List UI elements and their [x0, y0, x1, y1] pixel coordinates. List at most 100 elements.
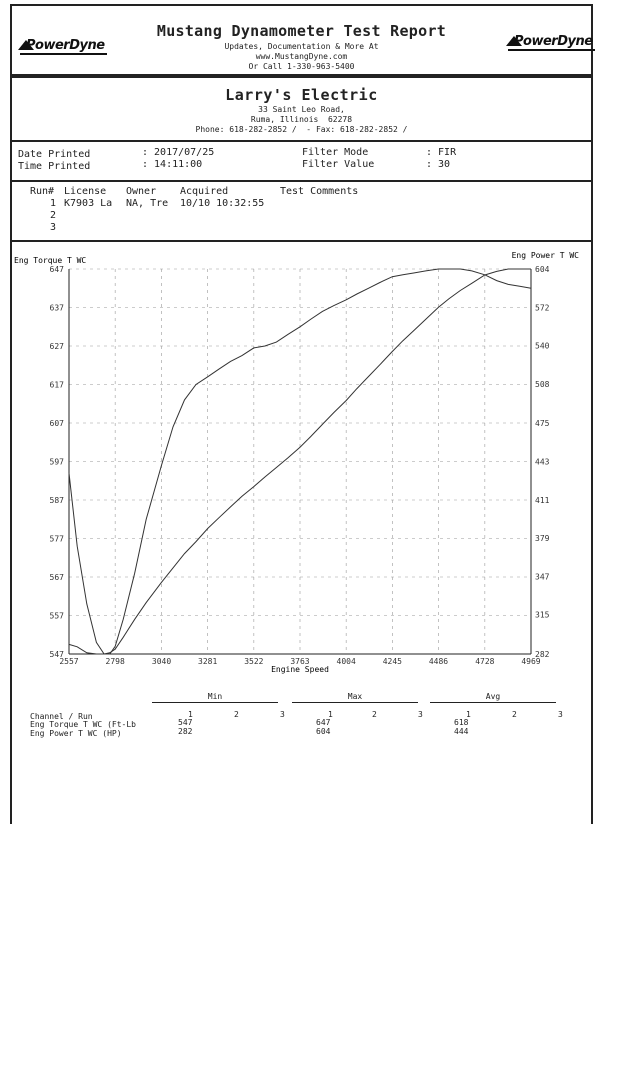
summary-row-torque-channel: Eng Torque T WC (Ft-Lb — [30, 720, 136, 729]
summary-rule-avg — [430, 702, 556, 703]
x-tick-label: 3040 — [152, 657, 171, 666]
x-tick-label: 2557 — [59, 657, 78, 666]
run-2-number: 2 — [50, 210, 57, 221]
y-tick-label-right: 347 — [535, 572, 550, 581]
y-tick-label-left: 577 — [50, 535, 65, 544]
x-tick-label: 3281 — [198, 657, 217, 666]
y-tick-label-left: 607 — [50, 419, 65, 428]
y-tick-label-left: 647 — [50, 265, 65, 274]
avg-run-1: 1 — [466, 710, 471, 719]
y-tick-label-right: 379 — [535, 534, 550, 543]
customer-name: Larry's Electric — [225, 86, 378, 104]
summary-row-torque-avg: 618 — [454, 718, 469, 727]
y-tick-label-right: 282 — [535, 650, 550, 659]
header-line-1: Updates, Documentation & More At — [224, 42, 379, 51]
runs-header-owner: Owner — [126, 186, 157, 197]
time-printed-label: Time Printed — [18, 161, 91, 172]
date-printed-value: : 2017/07/25 — [142, 147, 215, 158]
customer-address-1: 33 Saint Leo Road, — [258, 105, 345, 114]
summary-group-avg: Avg — [485, 692, 501, 701]
y-tick-label-right: 475 — [535, 419, 550, 428]
x-tick-label: 4004 — [337, 657, 356, 666]
y-tick-label-left: 557 — [50, 612, 65, 621]
summary-row-power-avg: 444 — [454, 727, 469, 736]
x-tick-label: 3763 — [290, 657, 309, 666]
runs-header-run: Run# — [30, 186, 55, 197]
summary-row-torque-min: 547 — [178, 718, 193, 727]
y-tick-label-right: 540 — [535, 342, 550, 351]
x-axis-label: Engine Speed — [271, 665, 329, 674]
header-line-2: www.MustangDyne.com — [255, 52, 348, 61]
run-1-number: 1 — [50, 198, 57, 209]
y-axis-label-right: Eng Power T WC — [512, 251, 580, 260]
logo-left: PowerDyne — [20, 38, 107, 55]
runs-header-license: License — [64, 186, 107, 197]
series-line-torque — [68, 268, 532, 655]
y-tick-label-right: 508 — [535, 380, 550, 389]
run-1-acquired: 10/10 10:32:55 — [180, 198, 265, 209]
min-run-2: 2 — [234, 710, 239, 719]
header-line-3: Or Call 1-330-963-5400 — [248, 62, 355, 71]
filter-value-value: : 30 — [426, 159, 451, 170]
summary-row-power-min: 282 — [178, 727, 193, 736]
run-1-owner: NA, Tre — [126, 198, 169, 209]
print-info-block: Date Printed : 2017/07/25 Time Printed :… — [10, 140, 593, 182]
x-tick-label: 4969 — [521, 657, 540, 666]
avg-run-2: 2 — [512, 710, 517, 719]
summary-group-max: Max — [347, 692, 363, 701]
date-printed-label: Date Printed — [18, 149, 91, 160]
y-tick-label-left: 587 — [50, 496, 65, 505]
customer-phone: Phone: 618-282-2852 / - Fax: 618-282-285… — [195, 125, 408, 134]
max-run-1: 1 — [328, 710, 333, 719]
chart-section: 2557 2798 3040 3281 3522 3763 4004 4245 4486 4728… — [10, 240, 593, 824]
y-tick-label-left: 597 — [50, 458, 65, 467]
summary-group-min: Min — [207, 692, 223, 701]
report-header: PowerDyne Mustang Dynamometer Test Repor… — [10, 4, 595, 76]
x-tick-label: 2798 — [106, 657, 125, 666]
report-title: Mustang Dynamometer Test Report — [156, 22, 447, 40]
series-line-power — [68, 268, 531, 655]
summary-rule-min — [152, 702, 278, 703]
filter-value-label: Filter Value — [302, 159, 375, 170]
runs-header-comments: Test Comments — [280, 186, 359, 197]
time-printed-value: : 14:11:00 — [142, 159, 203, 170]
y-tick-label-right: 411 — [535, 496, 550, 505]
y-tick-label-right: 604 — [535, 265, 550, 274]
dyno-chart: 2557 2798 3040 3281 3522 3763 4004 4245 4486 4728… — [14, 251, 580, 674]
avg-run-3: 3 — [558, 710, 563, 719]
runs-block: Run# License Owner Acquired Test Comment… — [10, 180, 593, 242]
y-tick-label-left: 617 — [50, 381, 65, 390]
customer-block: Larry's Electric 33 Saint Leo Road, Ruma… — [10, 76, 593, 142]
summary-row-torque-max: 647 — [316, 718, 331, 727]
x-tick-label: 3522 — [244, 657, 263, 666]
min-run-1: 1 — [188, 710, 193, 719]
x-tick-label: 4728 — [475, 657, 494, 666]
run-3-number: 3 — [50, 222, 57, 233]
y-tick-label-left: 627 — [50, 342, 65, 351]
x-tick-label: 4245 — [383, 657, 402, 666]
y-tick-label-right: 315 — [535, 611, 550, 620]
summary-rule-max — [292, 702, 418, 703]
powerdyne-logo-right-icon — [506, 36, 522, 46]
summary-row-power-channel: Eng Power T WC (HP) — [30, 729, 122, 738]
max-run-3: 3 — [418, 710, 423, 719]
logo-right: PowerDyne — [508, 34, 595, 51]
max-run-2: 2 — [372, 710, 377, 719]
run-1-license: K7903 La — [64, 198, 113, 209]
powerdyne-logo-left-icon — [18, 40, 34, 50]
filter-mode-label: Filter Mode — [302, 147, 369, 158]
y-tick-label-left: 567 — [50, 573, 65, 582]
min-run-3: 3 — [280, 710, 285, 719]
y-tick-label-left: 547 — [50, 650, 65, 659]
summary-row-power-max: 604 — [316, 727, 331, 736]
y-tick-label-right: 443 — [535, 458, 550, 467]
customer-address-2: Ruma, Illinois 62278 — [250, 115, 353, 124]
summary-table: Min Max Avg Channel / Run 1 2 3 1 2 3 1 … — [12, 688, 591, 748]
y-tick-label-left: 637 — [50, 304, 65, 313]
summary-channel-header: Channel / Run — [30, 712, 93, 721]
runs-header-acquired: Acquired — [180, 186, 229, 197]
x-tick-label: 4486 — [429, 657, 448, 666]
y-axis-label-left: Eng Torque T WC — [14, 256, 86, 265]
filter-mode-value: : FIR — [426, 147, 457, 158]
y-tick-label-right: 572 — [535, 303, 550, 312]
